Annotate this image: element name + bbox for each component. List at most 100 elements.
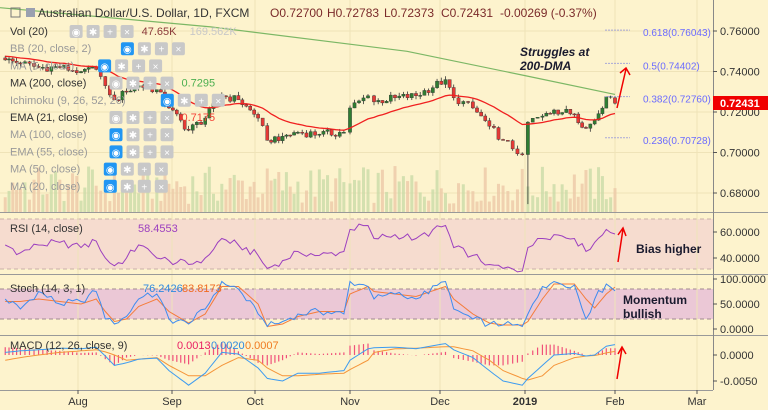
eye-icon[interactable]: [109, 111, 123, 124]
fib-level-label: 0.618(0.76043): [643, 28, 711, 39]
stoch-axis-label: 50.0000: [720, 299, 760, 311]
stoch-legend-label[interactable]: Stoch (14, 3, 1): [10, 283, 85, 295]
settings-icon[interactable]: [126, 111, 140, 124]
candle-body: [70, 70, 75, 72]
candle-body: [479, 111, 483, 117]
eye-icon[interactable]: [109, 76, 123, 90]
volume-bar: [576, 196, 580, 212]
candle: [348, 105, 352, 135]
volume-bar: [540, 166, 544, 212]
volume-bar: [183, 186, 187, 212]
volume-bar: [475, 201, 479, 212]
candle-body: [300, 132, 304, 134]
candle: [32, 59, 36, 70]
eye-icon[interactable]: [69, 25, 83, 38]
add-icon[interactable]: [143, 128, 157, 142]
close-icon[interactable]: [154, 162, 168, 176]
add-icon[interactable]: [103, 25, 117, 38]
eye-icon[interactable]: [160, 93, 174, 107]
stoch-k-value: 76.2426: [143, 283, 183, 295]
eye-icon[interactable]: [98, 59, 112, 73]
settings-icon[interactable]: [126, 128, 140, 142]
legend-label: BB (20, close, 2): [10, 43, 91, 55]
settings-icon[interactable]: [177, 93, 191, 107]
macd-line: [5, 343, 616, 386]
candle-body: [269, 140, 273, 143]
candle: [240, 97, 245, 108]
settings-icon[interactable]: [120, 162, 134, 176]
candle: [435, 78, 439, 89]
add-icon[interactable]: [137, 179, 151, 193]
ohlc-change: -0.00269 (-0.37%): [500, 6, 597, 20]
candle: [300, 129, 304, 136]
symbol-title[interactable]: Australian Dollar/U.S. Dollar, 1D, FXCM: [38, 6, 249, 20]
add-icon[interactable]: [143, 76, 157, 90]
collapse-icon[interactable]: [10, 7, 21, 18]
eye-icon[interactable]: [103, 162, 117, 176]
settings-icon[interactable]: [120, 179, 134, 193]
candle: [506, 140, 510, 142]
add-icon[interactable]: [143, 145, 157, 159]
candle-body: [461, 101, 466, 105]
close-icon[interactable]: [171, 42, 185, 56]
candle-body: [74, 70, 79, 74]
close-icon[interactable]: [160, 76, 174, 90]
candle-body: [252, 109, 256, 115]
candle: [199, 119, 203, 125]
close-icon[interactable]: [154, 179, 168, 193]
candle: [604, 95, 609, 109]
candle-body: [284, 134, 289, 137]
macd-histogram: [4, 342, 616, 366]
price-pane[interactable]: [0, 0, 713, 212]
candle-body: [128, 90, 133, 93]
eye-icon[interactable]: [109, 145, 123, 159]
add-icon[interactable]: [194, 93, 208, 107]
price-axis-label: 0.74000: [720, 67, 760, 79]
candle-body: [548, 113, 552, 115]
close-icon[interactable]: [120, 25, 134, 38]
add-icon[interactable]: [143, 111, 157, 124]
ma200-line: [0, 7, 616, 95]
volume-bar: [240, 180, 244, 212]
settings-icon[interactable]: [126, 76, 140, 90]
rsi-legend-label[interactable]: RSI (14, close): [10, 223, 83, 235]
settings-icon[interactable]: [126, 145, 140, 159]
eye-icon[interactable]: [120, 42, 134, 56]
close-icon[interactable]: [160, 111, 174, 124]
settings-icon-glyph: ✱: [140, 45, 148, 56]
volume-bar: [203, 172, 207, 212]
add-icon[interactable]: [132, 59, 146, 73]
eye-icon[interactable]: [109, 128, 123, 142]
macd-pane[interactable]: [0, 336, 713, 390]
add-icon[interactable]: [154, 42, 168, 56]
volume-bar: [248, 186, 252, 212]
fibonacci-levels[interactable]: 0.618(0.76043) 0.5(0.74402) 0.382(0.72760)…: [605, 28, 711, 147]
volume-bar: [277, 172, 281, 212]
candle: [384, 99, 389, 104]
volume-bar: [41, 194, 45, 212]
volume-bar: [443, 193, 447, 212]
candle-body: [466, 101, 470, 103]
fib-level-label: 0.236(0.70728): [643, 136, 711, 147]
close-icon[interactable]: [160, 145, 174, 159]
settings-icon[interactable]: [115, 59, 129, 73]
candle-body: [66, 65, 71, 71]
settings-icon[interactable]: [86, 25, 100, 38]
settings-icon[interactable]: [137, 42, 151, 56]
candle-body: [496, 127, 501, 140]
add-icon[interactable]: [137, 162, 151, 176]
candle-body: [58, 66, 62, 68]
volume-bar: [220, 183, 224, 212]
macd-legend-label[interactable]: MACD (12, 26, close, 9): [10, 340, 127, 352]
legend-label: MA (20, close): [10, 181, 80, 193]
close-icon[interactable]: [149, 59, 163, 73]
volume-bar: [461, 184, 465, 212]
close-icon[interactable]: [211, 93, 225, 107]
candle-body: [414, 93, 418, 97]
candle: [564, 105, 569, 113]
close-icon[interactable]: [160, 128, 174, 142]
candle: [83, 68, 87, 74]
eye-icon[interactable]: [103, 179, 117, 193]
volume-bar: [609, 197, 613, 212]
